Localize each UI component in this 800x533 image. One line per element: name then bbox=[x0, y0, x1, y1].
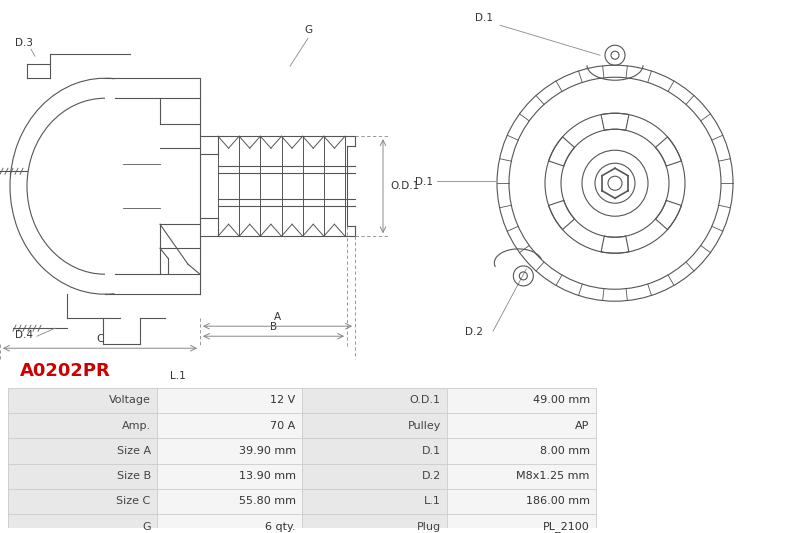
Text: 39.90 mm: 39.90 mm bbox=[238, 446, 296, 456]
Text: Pulley: Pulley bbox=[407, 421, 441, 431]
Text: Size A: Size A bbox=[117, 446, 150, 456]
Text: PL_2100: PL_2100 bbox=[543, 521, 590, 532]
Bar bbox=[8, 413, 157, 438]
Bar bbox=[447, 514, 596, 533]
Bar bbox=[302, 514, 447, 533]
Bar bbox=[302, 388, 447, 413]
Text: D.1: D.1 bbox=[415, 177, 433, 187]
Bar bbox=[157, 388, 302, 413]
Text: G: G bbox=[304, 25, 312, 35]
Bar bbox=[157, 489, 302, 514]
Text: L.1: L.1 bbox=[424, 496, 441, 506]
Text: O.D.1: O.D.1 bbox=[410, 395, 441, 406]
Text: D.2: D.2 bbox=[422, 471, 441, 481]
Text: C: C bbox=[96, 334, 104, 344]
Text: D.1: D.1 bbox=[422, 446, 441, 456]
Text: 13.90 mm: 13.90 mm bbox=[238, 471, 296, 481]
Bar bbox=[302, 489, 447, 514]
Bar bbox=[302, 464, 447, 489]
Bar bbox=[447, 413, 596, 438]
Text: Size C: Size C bbox=[117, 496, 150, 506]
Text: O.D.1: O.D.1 bbox=[390, 181, 419, 191]
Bar bbox=[8, 514, 157, 533]
Text: G: G bbox=[142, 522, 150, 531]
Text: A0202PR: A0202PR bbox=[20, 362, 110, 380]
Bar bbox=[157, 464, 302, 489]
Text: A: A bbox=[274, 312, 281, 322]
Bar bbox=[447, 489, 596, 514]
Bar bbox=[447, 438, 596, 464]
Text: 55.80 mm: 55.80 mm bbox=[238, 496, 296, 506]
Bar bbox=[447, 388, 596, 413]
Text: M8x1.25 mm: M8x1.25 mm bbox=[516, 471, 590, 481]
Bar bbox=[302, 438, 447, 464]
Text: Amp.: Amp. bbox=[122, 421, 150, 431]
Bar bbox=[157, 514, 302, 533]
Text: 49.00 mm: 49.00 mm bbox=[533, 395, 590, 406]
Text: D.4: D.4 bbox=[15, 330, 33, 340]
Bar bbox=[8, 388, 157, 413]
Text: D.1: D.1 bbox=[475, 13, 493, 23]
Bar bbox=[447, 464, 596, 489]
Text: Plug: Plug bbox=[417, 522, 441, 531]
Text: B: B bbox=[270, 322, 277, 332]
Bar bbox=[157, 438, 302, 464]
Text: AP: AP bbox=[575, 421, 590, 431]
Text: D.3: D.3 bbox=[15, 38, 33, 48]
Text: Size B: Size B bbox=[117, 471, 150, 481]
Text: 70 A: 70 A bbox=[270, 421, 296, 431]
Bar bbox=[8, 464, 157, 489]
Text: 8.00 mm: 8.00 mm bbox=[540, 446, 590, 456]
Text: 12 V: 12 V bbox=[270, 395, 296, 406]
Bar bbox=[157, 413, 302, 438]
Text: D.2: D.2 bbox=[465, 327, 483, 337]
Text: 186.00 mm: 186.00 mm bbox=[526, 496, 590, 506]
Text: Voltage: Voltage bbox=[109, 395, 150, 406]
Bar bbox=[302, 413, 447, 438]
Bar bbox=[8, 438, 157, 464]
Text: 6 qty.: 6 qty. bbox=[265, 522, 296, 531]
Text: L.1: L.1 bbox=[170, 371, 186, 381]
Bar bbox=[8, 489, 157, 514]
